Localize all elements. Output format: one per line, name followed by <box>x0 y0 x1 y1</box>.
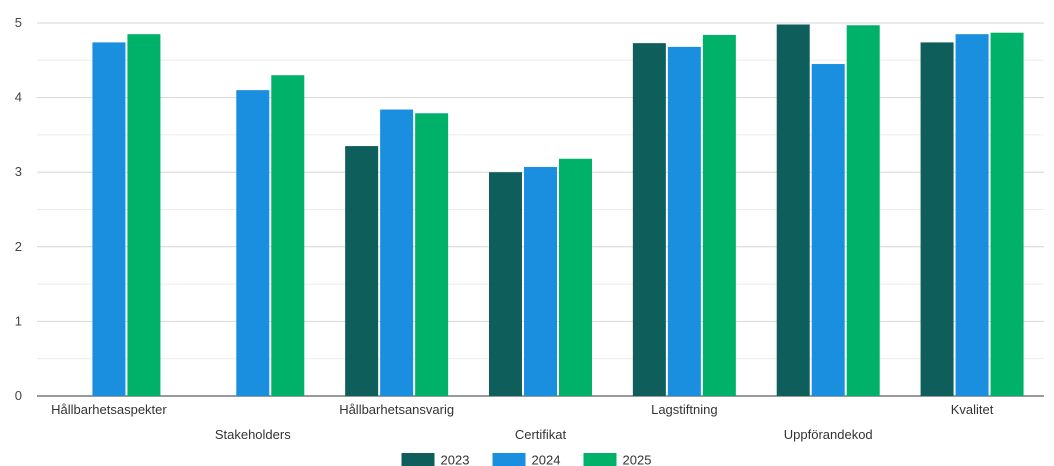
legend-item-2023[interactable]: 2023 <box>401 453 470 466</box>
y-tick-label: 4 <box>15 90 22 105</box>
x-category-label: Hållbarhetsansvarig <box>339 402 454 417</box>
legend-swatch <box>492 453 526 466</box>
x-category-label: Kvalitet <box>951 402 994 417</box>
x-category-label: Certifikat <box>515 427 567 442</box>
bar-2023-4 <box>632 43 666 396</box>
bar-2024-6 <box>955 34 989 396</box>
bar-2023-6 <box>920 42 954 397</box>
bar-2024-0 <box>92 42 126 397</box>
bar-2025-4 <box>702 34 736 396</box>
legend-label: 2023 <box>441 453 470 466</box>
bar-2024-2 <box>380 109 414 396</box>
bar-2025-1 <box>271 75 305 396</box>
bar-2025-6 <box>990 32 1024 397</box>
bar-2025-0 <box>127 34 161 396</box>
bar-2024-4 <box>667 46 701 396</box>
y-axis-tick-labels: 0 1 2 3 4 5 <box>15 15 22 403</box>
bar-series <box>92 24 1024 397</box>
legend-item-2025[interactable]: 2025 <box>583 453 652 466</box>
y-tick-label: 2 <box>15 239 22 254</box>
bar-2023-3 <box>489 172 522 396</box>
legend-item-2024[interactable]: 2024 <box>492 453 561 466</box>
bar-2023-5 <box>776 24 810 396</box>
legend-label: 2024 <box>532 453 561 466</box>
legend-label: 2025 <box>623 453 652 466</box>
y-tick-label: 1 <box>15 313 22 328</box>
x-category-label: Stakeholders <box>215 427 291 442</box>
bar-2024-1 <box>236 90 270 396</box>
y-tick-label: 5 <box>15 15 22 30</box>
x-category-label: Lagstiftning <box>651 402 718 417</box>
y-tick-label: 3 <box>15 164 22 179</box>
x-axis-category-labels: Hållbarhetsaspekter Stakeholders Hållbarhe… <box>51 402 994 442</box>
bar-2025-3 <box>559 158 592 396</box>
bar-2025-5 <box>846 25 880 396</box>
legend-swatch <box>401 453 435 466</box>
bar-2024-5 <box>811 64 845 396</box>
bar-2025-2 <box>415 113 449 397</box>
legend-swatch <box>583 453 617 466</box>
x-category-label: Hållbarhetsaspekter <box>51 402 167 417</box>
bar-2024-3 <box>524 166 557 396</box>
y-tick-label: 0 <box>15 388 22 403</box>
x-category-label: Uppförandekod <box>784 427 873 442</box>
bar-2023-2 <box>345 146 379 396</box>
legend: 2023 2024 2025 <box>401 453 652 466</box>
